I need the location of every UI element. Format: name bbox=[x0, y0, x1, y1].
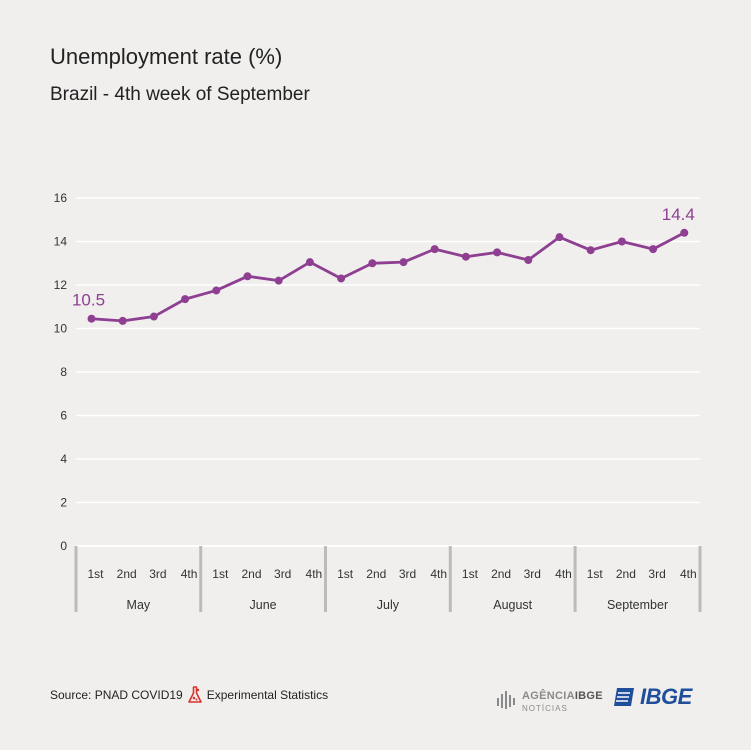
data-label: 14.4 bbox=[662, 205, 695, 224]
flask-icon bbox=[187, 686, 202, 703]
chart-subtitle: Brazil - 4th week of September bbox=[50, 84, 310, 105]
source-label: Source: PNAD COVID19 bbox=[50, 688, 183, 702]
data-point bbox=[87, 314, 96, 323]
data-point bbox=[555, 233, 564, 242]
x-tick-label: 4th bbox=[181, 567, 198, 581]
x-tick-label: 4th bbox=[430, 567, 447, 581]
logos: AGÊNCIAIBGE NOTÍCIAS IBGE bbox=[496, 684, 716, 714]
agencia-ibge-word: IBGE bbox=[574, 690, 603, 702]
series-line bbox=[91, 231, 685, 323]
x-tick-label: 1st bbox=[462, 567, 479, 581]
x-tick-label: 1st bbox=[87, 567, 104, 581]
ibge-word: IBGE bbox=[640, 684, 692, 709]
data-point bbox=[617, 237, 626, 246]
data-point bbox=[680, 228, 689, 237]
data-point bbox=[118, 316, 127, 325]
data-point bbox=[524, 255, 533, 264]
month-label: July bbox=[377, 598, 400, 612]
data-point bbox=[461, 252, 470, 261]
x-tick-label: 3rd bbox=[399, 567, 416, 581]
x-tick-label: 4th bbox=[555, 567, 572, 581]
x-tick-label: 2nd bbox=[241, 567, 261, 581]
y-tick-label: 4 bbox=[60, 452, 67, 466]
month-label: August bbox=[493, 598, 532, 612]
month-label: May bbox=[127, 598, 151, 612]
x-tick-label: 1st bbox=[212, 567, 229, 581]
experimental-statistics-label: Experimental Statistics bbox=[206, 688, 329, 702]
ibge-logo: IBGE bbox=[612, 684, 692, 710]
y-tick-label: 12 bbox=[54, 278, 68, 292]
x-tick-label: 2nd bbox=[117, 567, 137, 581]
x-tick-label: 3rd bbox=[648, 567, 665, 581]
ibge-symbol-icon bbox=[614, 688, 634, 706]
y-tick-label: 10 bbox=[54, 322, 68, 336]
chart-title: Unemployment rate (%) bbox=[50, 44, 283, 69]
bars-icon bbox=[497, 690, 515, 709]
x-tick-label: 2nd bbox=[616, 567, 636, 581]
source-note: Source: PNAD COVID19 Experimental Statis… bbox=[50, 686, 328, 704]
data-label: 10.5 bbox=[72, 291, 105, 310]
y-tick-label: 8 bbox=[60, 365, 67, 379]
x-tick-label: 2nd bbox=[491, 567, 511, 581]
x-tick-label: 1st bbox=[587, 567, 604, 581]
data-point bbox=[274, 276, 283, 285]
data-point bbox=[305, 258, 314, 267]
y-tick-label: 2 bbox=[60, 496, 67, 510]
data-point bbox=[368, 259, 377, 268]
y-tick-label: 6 bbox=[60, 409, 67, 423]
agencia-word: AGÊNCIA bbox=[522, 690, 575, 702]
data-point bbox=[337, 274, 346, 283]
month-label: September bbox=[607, 598, 668, 612]
data-point bbox=[493, 248, 502, 257]
line-chart: 0 2 4 6 8 10 12 14 16 1st 2nd 3rd 4th 1st 2nd 3rd 4th 1st… bbox=[54, 191, 702, 612]
x-tick-label: 3rd bbox=[149, 567, 166, 581]
data-point bbox=[181, 295, 190, 304]
data-point bbox=[243, 272, 252, 281]
data-point bbox=[149, 312, 158, 321]
data-point bbox=[212, 286, 221, 295]
y-tick-label: 16 bbox=[54, 191, 68, 205]
month-label: June bbox=[250, 598, 277, 612]
data-point bbox=[586, 246, 595, 255]
y-tick-label: 0 bbox=[60, 539, 67, 553]
agencia-sub: NOTÍCIAS bbox=[522, 704, 568, 713]
x-tick-label: 1st bbox=[337, 567, 354, 581]
data-point bbox=[649, 245, 658, 254]
y-tick-label: 14 bbox=[54, 235, 68, 249]
x-tick-label: 3rd bbox=[274, 567, 291, 581]
x-tick-label: 2nd bbox=[366, 567, 386, 581]
x-tick-label: 4th bbox=[680, 567, 697, 581]
x-tick-label: 3rd bbox=[524, 567, 541, 581]
x-tick-label: 4th bbox=[306, 567, 323, 581]
data-point bbox=[430, 245, 439, 254]
agencia-ibge-logo: AGÊNCIAIBGE NOTÍCIAS bbox=[496, 686, 603, 713]
data-point bbox=[399, 258, 408, 267]
